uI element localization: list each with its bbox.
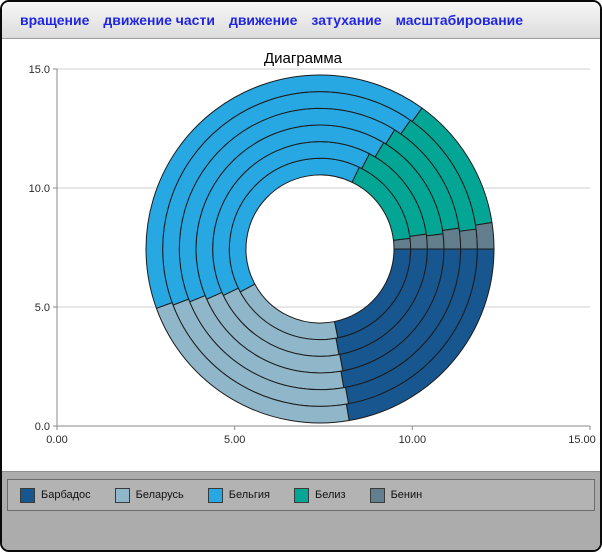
x-tick-label: 5.00 xyxy=(224,434,245,446)
legend-swatch-belarus xyxy=(114,487,130,503)
menu-item-motion[interactable]: движение xyxy=(228,12,298,28)
donut-segment[interactable] xyxy=(392,237,412,250)
legend-item-belgium[interactable]: Бельгия xyxy=(207,487,270,503)
menu-item-part-motion[interactable]: движение части xyxy=(103,12,215,28)
legend-item-barbados[interactable]: Барбадос xyxy=(20,487,91,503)
chart-area: Диаграмма 0.0 5.0 10.0 15.0 0.00 5.00 10.00 15.… xyxy=(2,39,600,471)
donut-chart-canvas: Диаграмма 0.0 5.0 10.0 15.0 0.00 5.00 10.00 15.… xyxy=(29,50,596,446)
menu-item-scale[interactable]: масштабирование xyxy=(395,12,524,28)
chart-legend: Барбадос Беларусь Бельгия Белиз Бенин xyxy=(7,479,595,511)
chart-title: Диаграмма xyxy=(264,50,343,67)
legend-item-benin[interactable]: Бенин xyxy=(369,487,423,503)
legend-swatch-barbados xyxy=(20,487,35,503)
donut-segment[interactable] xyxy=(475,222,495,250)
legend-item-belize[interactable]: Белиз xyxy=(294,487,346,503)
donut-segment[interactable] xyxy=(442,227,462,250)
legend-label-belarus: Беларусь xyxy=(135,489,184,501)
bottom-panel: Барбадос Беларусь Бельгия Белиз Бенин xyxy=(2,471,600,550)
menu-item-fade[interactable]: затухание xyxy=(311,12,382,28)
x-tick-label: 10.00 xyxy=(399,434,427,446)
legend-swatch-belgium xyxy=(207,487,223,503)
legend-item-belarus[interactable]: Беларусь xyxy=(114,487,184,503)
y-tick-label: 10.0 xyxy=(29,183,50,195)
legend-label-benin: Бенин xyxy=(390,489,423,501)
donut-segment[interactable] xyxy=(409,233,428,250)
y-tick-label: 0.0 xyxy=(35,421,50,433)
donut-segment[interactable] xyxy=(426,233,445,250)
menu-item-rotation[interactable]: вращение xyxy=(20,12,90,28)
legend-swatch-belize xyxy=(294,487,309,503)
legend-label-belize: Белиз xyxy=(315,489,346,501)
legend-swatch-benin xyxy=(369,487,385,503)
y-tick-label: 5.0 xyxy=(35,302,50,314)
donut-segment[interactable] xyxy=(459,228,478,250)
legend-label-belgium: Бельгия xyxy=(228,489,270,501)
legend-label-barbados: Барбадос xyxy=(41,489,91,501)
menu-bar: вращение движение части движение затухан… xyxy=(2,2,600,39)
x-tick-label: 0.00 xyxy=(46,434,67,446)
x-tick-label: 15.00 xyxy=(568,434,596,446)
y-tick-label: 15.0 xyxy=(29,64,50,76)
